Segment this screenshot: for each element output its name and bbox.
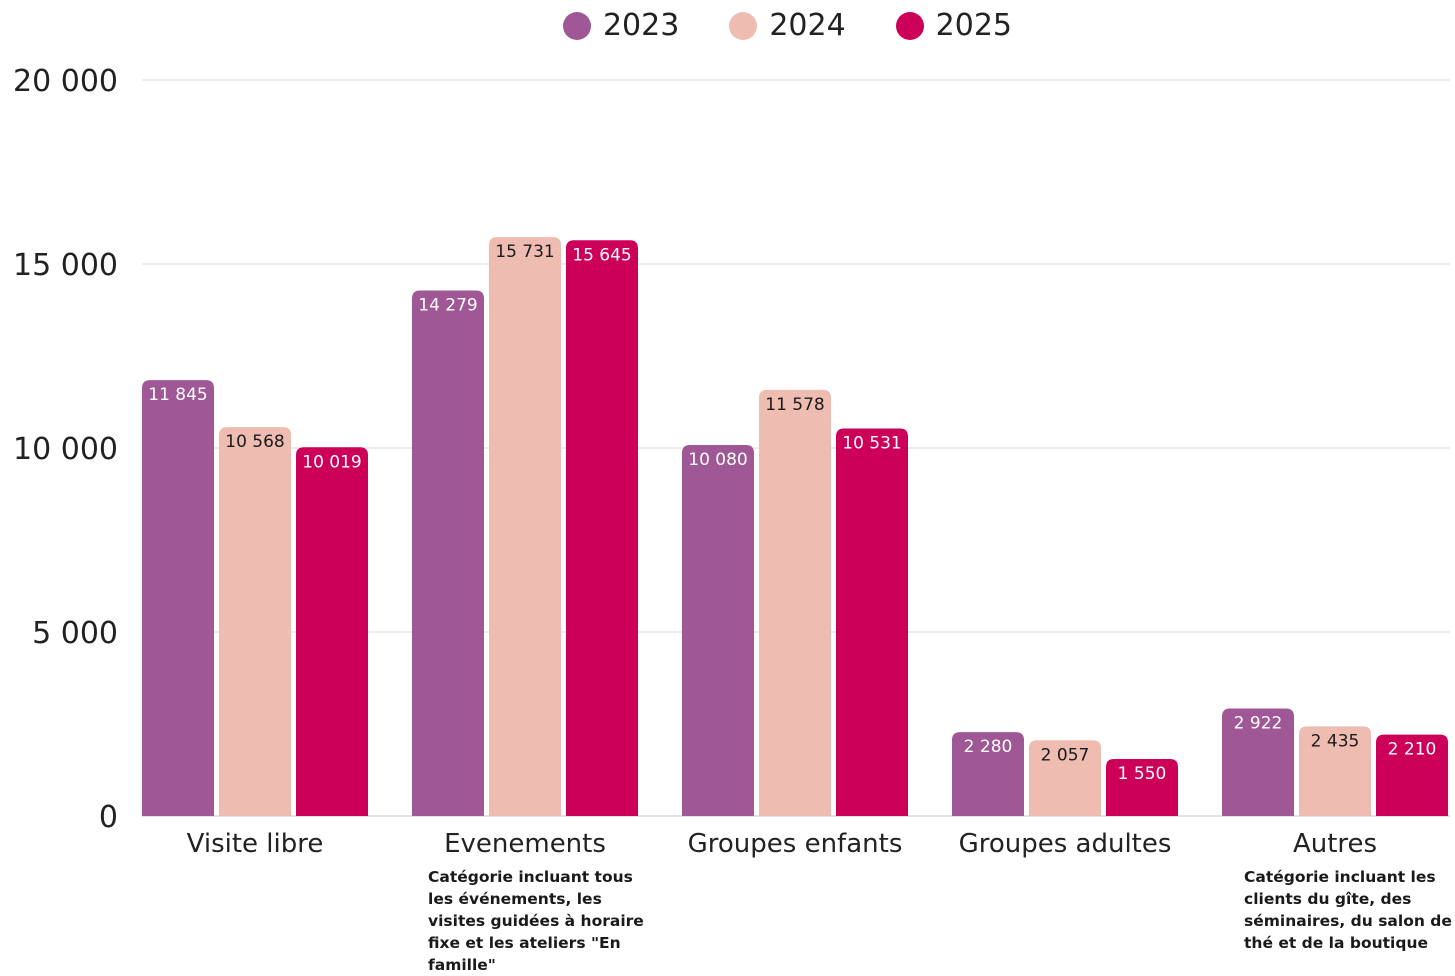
bar-value-label: 2 057: [1041, 745, 1090, 765]
legend-label-2024: 2024: [769, 8, 846, 43]
chart-legend: 2023 2024 2025: [0, 8, 1455, 43]
bar: [489, 237, 561, 817]
bar-value-label: 2 210: [1388, 740, 1437, 760]
bar-value-label: 10 531: [842, 433, 901, 453]
bar: [219, 427, 291, 816]
bar: [1299, 726, 1371, 816]
y-tick-label: 0: [99, 800, 118, 835]
bar: [682, 445, 754, 816]
bar: [759, 389, 831, 816]
bar-value-label: 14 279: [418, 296, 477, 316]
autres-note: Catégorie incluant les clients du gîte, …: [1244, 868, 1452, 952]
bar: [1222, 708, 1294, 816]
y-tick-label: 5 000: [32, 616, 118, 651]
bar-value-label: 10 568: [225, 432, 284, 452]
bar: [412, 290, 484, 816]
bar-value-label: 2 922: [1234, 713, 1283, 733]
legend-swatch-2024: [729, 11, 758, 40]
bar-value-label: 2 280: [964, 737, 1013, 757]
bar-value-label: 11 845: [148, 385, 207, 405]
y-tick-label: 20 000: [13, 64, 118, 99]
bar: [566, 240, 638, 816]
legend-swatch-2023: [562, 11, 591, 40]
x-tick-label: Evenements: [444, 829, 606, 859]
bar-value-label: 15 645: [572, 245, 631, 265]
legend-swatch-2025: [895, 11, 924, 40]
bar-value-label: 11 578: [765, 395, 824, 415]
legend-item-2025: 2025: [895, 8, 1013, 43]
bar-value-label: 1 550: [1118, 764, 1167, 784]
legend-label-2023: 2023: [602, 8, 680, 43]
bar-value-label: 15 731: [495, 242, 554, 262]
x-tick-label: Groupes enfants: [688, 829, 903, 859]
x-tick-label: Visite libre: [187, 829, 324, 859]
y-tick-label: 15 000: [13, 248, 118, 283]
x-tick-label: Groupes adultes: [959, 829, 1172, 859]
bar: [1106, 758, 1178, 816]
legend-label-2025: 2025: [935, 8, 1013, 43]
bar-value-label: 10 080: [688, 450, 747, 470]
bar: [142, 380, 214, 816]
bar-value-label: 2 435: [1311, 731, 1360, 751]
bar: [1376, 734, 1448, 816]
bar: [296, 447, 368, 816]
bar-value-label: 10 019: [302, 452, 361, 472]
y-tick-label: 10 000: [13, 432, 118, 467]
x-tick-label: Autres: [1293, 829, 1377, 859]
evenements-note: Catégorie incluant tous les événements, …: [428, 868, 644, 974]
bar: [1029, 740, 1101, 816]
legend-item-2024: 2024: [729, 8, 846, 43]
bar: [952, 732, 1024, 816]
legend-item-2023: 2023: [562, 8, 680, 43]
bar: [836, 428, 908, 816]
